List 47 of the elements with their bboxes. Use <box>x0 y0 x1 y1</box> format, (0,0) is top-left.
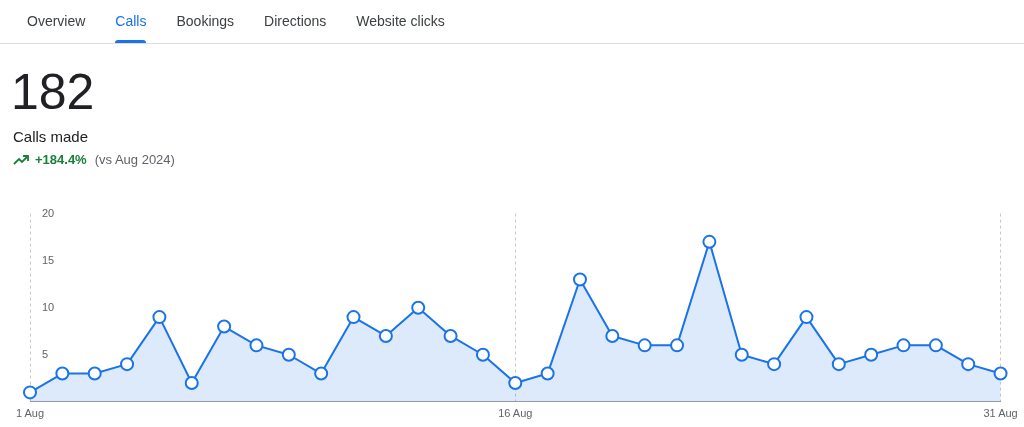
point <box>443 328 458 343</box>
point <box>896 338 911 353</box>
point <box>928 338 943 353</box>
text: Overview <box>27 13 86 29</box>
text: (vs Aug 2024) <box>94 152 175 167</box>
text: Website clicks <box>356 13 445 29</box>
chart-title: 182 <box>11 64 95 120</box>
point <box>702 234 717 249</box>
point <box>605 328 620 343</box>
x-tick-label: 16 Aug <box>498 407 533 420</box>
point <box>572 272 587 287</box>
point <box>475 347 490 362</box>
y-tick-label: 20 <box>42 206 55 219</box>
point <box>314 366 329 381</box>
chart-subtitle: Calls made <box>13 128 89 145</box>
text: Calls <box>115 13 147 29</box>
point <box>637 338 652 353</box>
point <box>799 310 814 325</box>
x-tick-label: 1 Aug <box>15 407 45 420</box>
point <box>670 338 685 353</box>
point <box>55 366 70 381</box>
text: Directions <box>264 13 327 29</box>
point <box>993 366 1008 381</box>
point <box>411 300 426 315</box>
point <box>23 385 37 400</box>
point <box>249 338 264 353</box>
y-tick-label: 15 <box>42 253 55 266</box>
point <box>864 347 879 362</box>
point <box>184 375 199 390</box>
point <box>767 357 782 372</box>
point <box>961 357 976 372</box>
point <box>346 310 361 325</box>
point <box>831 357 846 372</box>
text: +184.4% <box>35 152 87 167</box>
point <box>378 328 393 343</box>
point <box>87 366 102 381</box>
point <box>281 347 296 362</box>
point <box>152 310 167 325</box>
y-tick-label: 10 <box>42 300 55 313</box>
text: Bookings <box>176 13 235 29</box>
point <box>734 347 749 362</box>
y-tick-label: 5 <box>42 347 49 360</box>
point <box>508 375 523 390</box>
point <box>540 366 555 381</box>
point <box>120 357 135 372</box>
point <box>217 319 232 334</box>
x-tick-label: 31 Aug <box>983 407 1018 420</box>
